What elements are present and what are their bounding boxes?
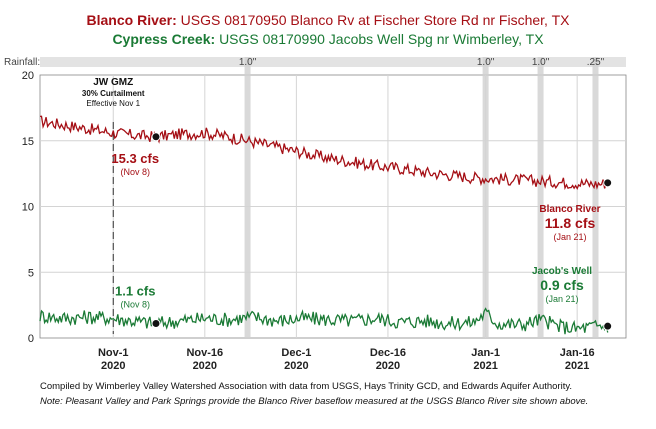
x-tick-label-3: Dec-16 [370, 347, 406, 359]
x-tick-year-1: 2020 [193, 360, 217, 372]
annotation-date-0: (Nov 8) [120, 167, 150, 177]
rain-label-1: 1.0" [477, 57, 495, 68]
annotation-point-1 [151, 319, 161, 329]
y-tick-label-3: 15 [22, 136, 34, 148]
rain-band-3 [592, 57, 599, 338]
x-tick-label-4: Jan-1 [471, 347, 500, 359]
x-tick-label-2: Dec-1 [281, 347, 311, 359]
annotation-value-0: 15.3 cfs [111, 151, 159, 166]
x-tick-year-5: 2021 [565, 360, 589, 372]
annotation-name-2: Blanco River [539, 204, 600, 215]
gmz-event-subtitle: 30% Curtailment [82, 89, 145, 98]
chart-title-blanco: Blanco River: USGS 08170950 Blanco Rv at… [0, 12, 656, 28]
y-tick-label-4: 20 [22, 70, 34, 82]
annotation-name-3: Jacob's Well [532, 266, 592, 277]
annotation-point-3 [603, 321, 613, 331]
gmz-event-title: JW GMZ [93, 77, 133, 88]
y-tick-label-2: 10 [22, 202, 34, 214]
y-tick-label-1: 5 [28, 267, 34, 279]
x-tick-year-3: 2020 [376, 360, 400, 372]
series-line-1 [39, 307, 609, 335]
rain-label-0: 1.0" [239, 57, 257, 68]
note-label: Note: [40, 396, 63, 407]
flow-chart: Rainfall: 1.0" 1.0" 1.0" .25"05101520Nov-120… [4, 57, 627, 372]
rain-band-0 [244, 57, 251, 338]
cypress-title-name: Cypress Creek: [112, 31, 216, 47]
annotation-date-1: (Nov 8) [120, 300, 150, 310]
annotation-point-2 [603, 178, 613, 188]
x-tick-label-0: Nov-1 [98, 347, 129, 359]
rainfall-strip [40, 57, 626, 67]
annotation-value-1: 1.1 cfs [115, 284, 155, 299]
series-line-0 [39, 115, 609, 191]
x-tick-year-0: 2020 [101, 360, 125, 372]
compiled-by-note: Compiled by Wimberley Valley Watershed A… [40, 381, 573, 392]
gmz-event-detail: Effective Nov 1 [86, 99, 140, 108]
blanco-title-text: USGS 08170950 Blanco Rv at Fischer Store… [180, 12, 570, 28]
x-tick-year-4: 2021 [473, 360, 497, 372]
source-note: Note: Pleasant Valley and Park Springs p… [40, 396, 588, 407]
x-tick-year-2: 2020 [284, 360, 308, 372]
rain-label-3: .25" [587, 57, 605, 68]
rain-label-2: 1.0" [532, 57, 550, 68]
x-tick-label-5: Jan-16 [560, 347, 595, 359]
annotation-point-0 [151, 132, 161, 142]
rainfall-label: Rainfall: [4, 57, 40, 68]
x-tick-label-1: Nov-16 [186, 347, 223, 359]
annotation-value-2: 11.8 cfs [545, 215, 596, 231]
annotation-value-3: 0.9 cfs [540, 277, 584, 293]
annotation-date-3: (Jan 21) [545, 294, 578, 304]
note-text: Pleasant Valley and Park Springs provide… [65, 396, 589, 407]
rain-band-2 [537, 57, 544, 338]
annotation-date-2: (Jan 21) [553, 232, 586, 242]
y-tick-label-0: 0 [28, 333, 34, 345]
cypress-title-text: USGS 08170990 Jacobs Well Spg nr Wimberl… [219, 31, 544, 47]
chart-title-cypress: Cypress Creek: USGS 08170990 Jacobs Well… [0, 31, 656, 47]
blanco-title-name: Blanco River: [86, 12, 177, 28]
